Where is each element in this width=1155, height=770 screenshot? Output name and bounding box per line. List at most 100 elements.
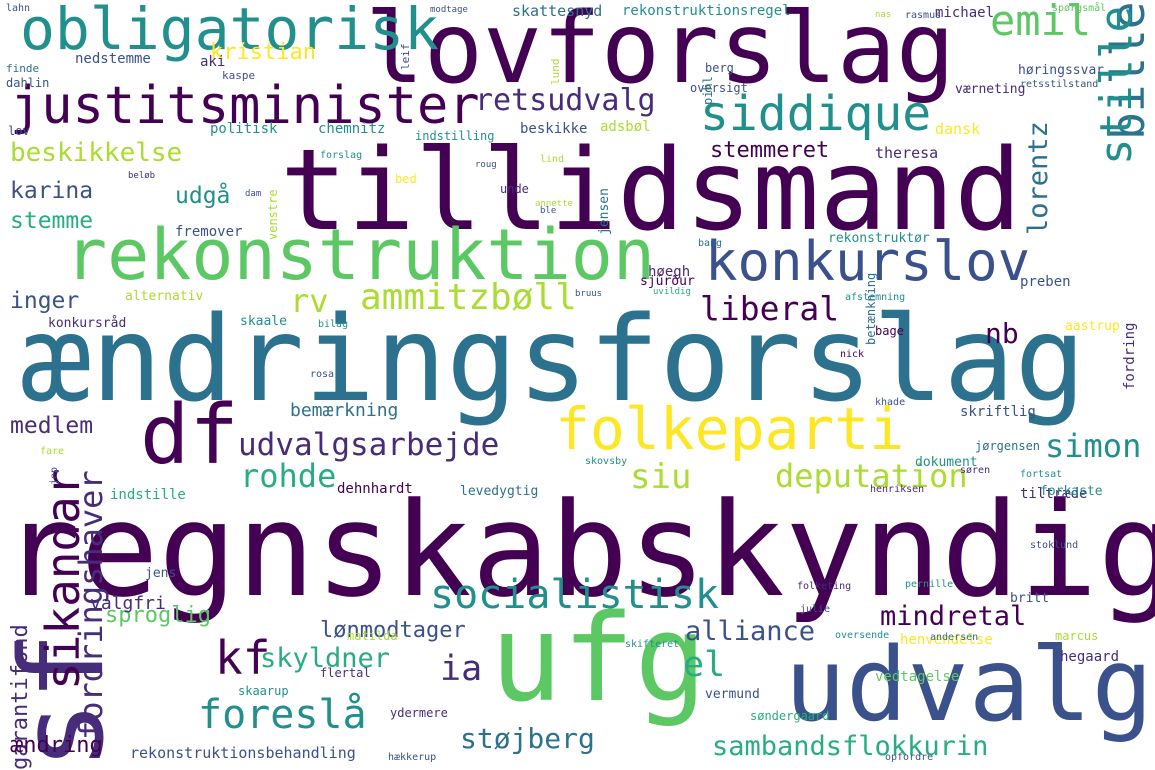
word: roug	[475, 160, 497, 170]
word: stoklund	[1030, 540, 1079, 551]
word: dansk	[935, 120, 981, 138]
word: udvalgsarbejde	[238, 427, 500, 463]
word: regnskabskyndig	[2, 474, 1155, 626]
word: rv	[290, 282, 329, 320]
word: nb	[985, 317, 1019, 350]
word: preben	[1020, 274, 1071, 290]
word: britt	[1010, 591, 1050, 606]
word: afstemning	[845, 292, 906, 303]
word: vedtagelse	[875, 669, 960, 685]
word: emil	[990, 0, 1092, 45]
word: stemmeret	[710, 138, 830, 163]
word: chemnitz	[318, 121, 386, 137]
word: søndergaard	[750, 709, 830, 723]
word: søren	[960, 465, 991, 476]
word: annette	[535, 199, 573, 209]
word: skyldner	[260, 643, 391, 674]
word: julie	[800, 604, 831, 615]
word: konkurslov	[705, 230, 1031, 293]
word: skifteret	[625, 639, 680, 650]
word: karina	[10, 178, 94, 204]
word: levedygtig	[460, 484, 539, 499]
word: alternativ	[125, 289, 204, 304]
word: skriftlig	[960, 404, 1036, 420]
word: hækkerup	[388, 752, 437, 763]
word: rekonstruktionsregel	[622, 3, 791, 19]
word: skaarup	[238, 684, 289, 698]
word: retsstilstand	[1020, 79, 1099, 90]
word: skaale	[240, 314, 287, 329]
word: rasmus	[905, 10, 942, 21]
word: stemme	[10, 208, 94, 234]
word: dokument	[915, 455, 978, 470]
word: berg	[705, 61, 734, 75]
word: jep	[49, 466, 60, 485]
word: indstille	[110, 487, 186, 503]
word: lind	[540, 154, 565, 165]
word: skovsby	[585, 456, 628, 467]
word: modtage	[430, 5, 468, 15]
word: konkursråd	[48, 316, 127, 331]
word: aastrup	[1065, 319, 1120, 334]
word: ia	[440, 649, 483, 689]
word: foreslå	[198, 692, 367, 738]
word: fortsat	[1020, 469, 1063, 480]
word: lovforslag	[365, 0, 956, 106]
word: spørgsmål	[1052, 3, 1107, 14]
word: vermund	[705, 687, 760, 702]
word: ydermere	[390, 706, 448, 720]
word: flertal	[320, 666, 371, 680]
word: ændring	[10, 733, 103, 758]
word: sjúrður	[640, 274, 695, 289]
word: kristian	[210, 40, 316, 65]
word: opfordre	[885, 752, 934, 763]
word: alliance	[685, 616, 816, 647]
word: fordring	[1122, 322, 1138, 390]
word: jens	[145, 566, 177, 581]
word: hegaard	[1060, 649, 1120, 665]
word: michael	[935, 5, 995, 21]
word: nedstemme	[75, 51, 151, 67]
word: aki	[200, 54, 226, 70]
word: lov	[8, 124, 30, 138]
word: skattesnyd	[512, 2, 603, 20]
word: fare	[40, 446, 65, 457]
word: uvildig	[653, 287, 691, 297]
word: rekonstruktionsbehandling	[130, 744, 356, 762]
word: betænkning	[864, 272, 878, 345]
word: folketing	[797, 581, 852, 592]
word: medlem	[10, 413, 94, 439]
word: forkaste	[1040, 484, 1103, 499]
word: ammitzbøll	[360, 277, 577, 318]
word: bruus	[575, 289, 603, 299]
word: kaspe	[222, 69, 256, 82]
word: matilda	[347, 629, 398, 643]
word: mindretal	[880, 601, 1027, 632]
word: inger	[10, 288, 80, 314]
word: bemærkning	[290, 400, 399, 421]
word: tiltræde	[1020, 486, 1088, 502]
word: bilag	[318, 319, 349, 330]
word: siu	[630, 457, 692, 497]
word: tillidsmand	[280, 126, 1022, 256]
word: sambandsflokkurin	[712, 731, 989, 762]
word: støjberg	[460, 722, 595, 755]
word: finde	[6, 62, 40, 75]
word: unde	[500, 182, 529, 196]
word: ufg	[490, 590, 707, 729]
word: retsudvalg	[475, 83, 656, 118]
word: jørgensen	[975, 439, 1041, 453]
word: kf	[215, 631, 271, 685]
word: adsbøl	[600, 119, 651, 135]
word: fremover	[175, 224, 243, 240]
word: beskikkelse	[10, 138, 183, 168]
word: andersen	[930, 632, 979, 643]
word: sproglig	[105, 603, 211, 628]
word: henriksen	[870, 484, 925, 495]
word: udvalg	[784, 626, 1153, 745]
word: marcus	[1055, 629, 1099, 643]
word: stille	[1091, 6, 1142, 165]
word: lorentz	[1023, 121, 1054, 235]
word: indstilling	[415, 129, 495, 143]
word: forslag	[320, 150, 363, 161]
